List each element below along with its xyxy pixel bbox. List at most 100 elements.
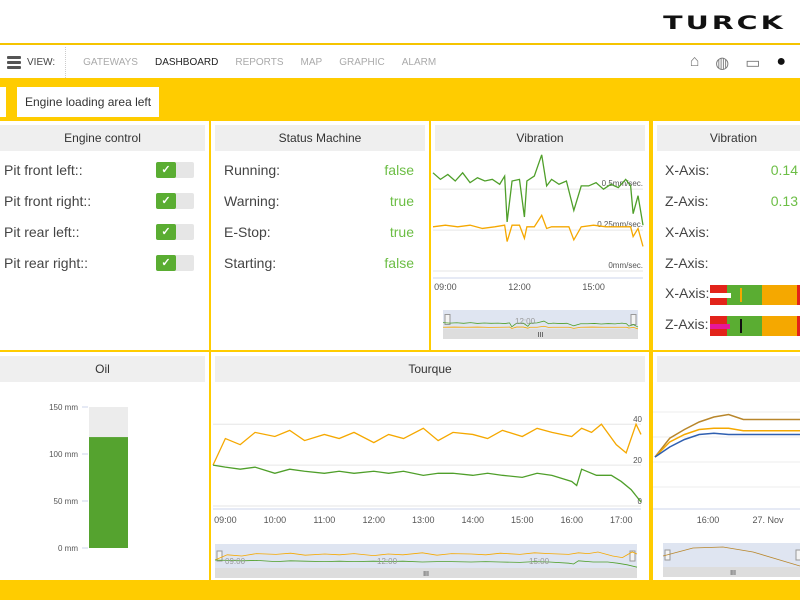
navigator-mask — [215, 544, 637, 568]
x-tick-label: 16:00 — [560, 515, 583, 525]
engine-row-label: Pit rear left:: — [4, 224, 80, 240]
navigator-scrollbar[interactable] — [663, 567, 800, 577]
engine-row: Pit rear right:: ✓ — [4, 255, 194, 271]
check-icon: ✓ — [156, 224, 176, 240]
nav-reports[interactable]: REPORTS — [235, 57, 284, 68]
axis-label: Z-Axis: — [665, 193, 709, 209]
vibration-gauge — [710, 316, 800, 336]
oil-level-bar — [89, 437, 128, 548]
view-menu[interactable]: VIEW: — [0, 47, 67, 78]
x-tick-label: 11:00 — [313, 515, 335, 525]
navigator-handle-right[interactable] — [630, 314, 637, 325]
vibration-values-panel: Vibration X-Axis: 0.14 Z-Axis: 0.13 X-Axis: Z… — [651, 121, 800, 350]
trend-chart-panel: 16:00 27. Nov III — [651, 350, 800, 580]
status-value: false — [384, 162, 414, 178]
x-tick-label: 09:00 — [214, 515, 237, 525]
navigator-handle-left[interactable] — [444, 314, 451, 325]
vibration-value-row: X-Axis: 0.14 — [665, 162, 798, 178]
status-label: Starting: — [224, 255, 277, 271]
navigator-mask — [663, 543, 800, 567]
nav-bar: VIEW: GATEWAYS DASHBOARD REPORTS MAP GRA… — [0, 47, 800, 78]
nav-dashboard[interactable]: DASHBOARD — [154, 57, 219, 68]
engine-row: Pit front left:: ✓ — [4, 162, 194, 178]
panel-title: Engine control — [0, 125, 205, 151]
engine-control-panel: Engine control Pit front left:: ✓ Pit fron… — [0, 121, 211, 350]
navigator-scrollbar[interactable] — [443, 329, 638, 339]
nav-gateways[interactable]: GATEWAYS — [83, 57, 138, 68]
status-row: Running: false — [224, 162, 414, 178]
y-tick-label: 0.25mm/sec. — [597, 220, 643, 229]
status-machine-panel: Status Machine Running: false Warning: true… — [211, 121, 431, 350]
navigator-handle-right[interactable] — [795, 549, 800, 561]
vibration-value-row: Z-Axis: 0.13 — [665, 193, 798, 209]
x-tick-label: 15:00 — [511, 515, 534, 525]
x-tick-label: 09:00 — [434, 282, 457, 292]
user-icon[interactable]: ● — [776, 53, 786, 70]
top-bar: TURCK — [0, 0, 800, 45]
status-label: Running: — [224, 162, 281, 178]
status-row: Starting: false — [224, 255, 414, 271]
toggle-switch[interactable]: ✓ — [156, 224, 194, 240]
y-tick-label: 50 mm — [54, 497, 79, 506]
vibration-gauge — [710, 285, 800, 305]
nav-graphic[interactable]: GRAPHIC — [339, 57, 385, 68]
gauge-marker — [740, 319, 742, 333]
navigator-handle-right[interactable] — [629, 550, 636, 562]
y-tick-label: 0mm/sec. — [608, 261, 643, 270]
vibration-chart: 0.5mm/sec.0.25mm/sec.0mm/sec.09:00 12:00 1… — [432, 154, 644, 339]
tab-bar: Engine loading area left — [0, 78, 800, 121]
status-value: true — [389, 224, 414, 240]
axis-label: X-Axis: — [665, 224, 710, 240]
panel-title — [657, 356, 800, 382]
trend-chart: 16:00 27. Nov III — [653, 411, 800, 577]
gauge-level-bar — [710, 293, 731, 298]
status-value: true — [389, 193, 414, 209]
x-tick-label: 14:00 — [462, 515, 485, 525]
x-tick-label: 12:00 — [508, 282, 531, 292]
gauge-label: Z-Axis: — [665, 316, 709, 332]
vibration-series-line — [432, 213, 644, 247]
engine-row-label: Pit rear right:: — [4, 255, 89, 271]
nav-alarm[interactable]: ALARM — [401, 57, 437, 68]
navigator-label: 15:00 — [529, 557, 550, 566]
vibration-chart-panel: Vibration 0.5mm/sec. 0.25mm/sec. 0mm/sec. 0… — [431, 121, 651, 350]
navigator-scrollbar[interactable] — [215, 568, 637, 578]
globe-icon[interactable]: ◍ — [715, 55, 730, 72]
trend-series-line — [654, 413, 800, 458]
engine-row-label: Pit front left:: — [4, 162, 83, 178]
trend-series-line — [654, 427, 800, 458]
axis-label: X-Axis: — [665, 162, 710, 178]
monitor-icon[interactable]: ▭ — [745, 55, 761, 72]
y-tick-label: 0 mm — [58, 544, 78, 553]
toggle-switch[interactable]: ✓ — [156, 255, 194, 271]
tab-previous[interactable] — [0, 87, 6, 117]
oil-level-chart: 150 mm 100 mm 50 mm 0 mm — [49, 403, 128, 553]
toggle-switch[interactable]: ✓ — [156, 193, 194, 209]
vibration-series-line — [432, 154, 644, 226]
gauge-row: X-Axis: — [665, 285, 709, 301]
status-value: false — [384, 255, 414, 271]
check-icon: ✓ — [156, 193, 176, 209]
turck-logo: TURCK — [663, 12, 786, 34]
y-tick-label: 20 — [633, 456, 642, 465]
x-tick-label: 12:00 — [363, 515, 386, 525]
navigator-series-line — [214, 551, 638, 561]
panel-title: Tourque — [215, 356, 645, 382]
y-tick-label: 40 — [633, 415, 642, 424]
navigator-handle-left[interactable] — [216, 550, 223, 562]
gauge-level-bar — [710, 324, 730, 329]
nav-map[interactable]: MAP — [300, 57, 323, 68]
navigator-series-line — [442, 320, 639, 328]
home-icon[interactable]: ⌂ — [689, 53, 700, 70]
status-label: Warning: — [224, 193, 280, 209]
navigator-label: 09:00 — [225, 557, 246, 566]
x-tick-label: 15:00 — [582, 282, 605, 292]
x-tick-label: 13:00 — [412, 515, 435, 525]
toggle-switch[interactable]: ✓ — [156, 162, 194, 178]
engine-row: Pit front right:: ✓ — [4, 193, 194, 209]
tab-engine-loading-area-left[interactable]: Engine loading area left — [17, 87, 160, 117]
torque-panel: Tourque 40 20 0 09:00 10:00 11:00 12:00 13:00 14… — [211, 350, 651, 580]
hamburger-icon — [7, 54, 21, 71]
axis-value: 0.14 — [770, 162, 798, 178]
